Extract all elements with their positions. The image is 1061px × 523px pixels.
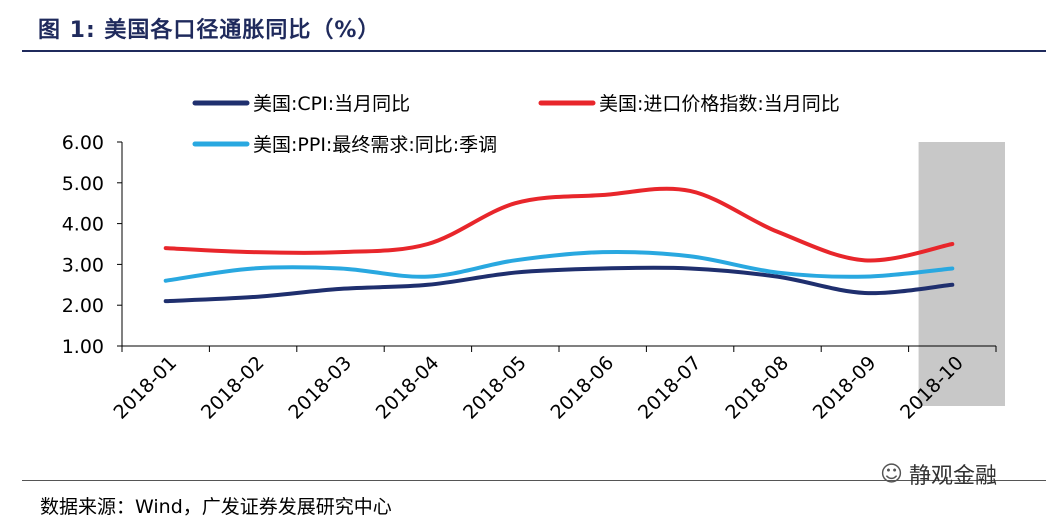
chart-title: 图 1: 美国各口径通胀同比（%） <box>38 18 381 43</box>
footer-divider <box>22 480 1046 481</box>
title-divider <box>22 50 1046 52</box>
legend-label-3: 美国:PPI:最终需求:同比:季调 <box>253 134 497 156</box>
series-line-2 <box>163 186 955 263</box>
y-tick-label: 3.00 <box>62 254 104 276</box>
y-tick-label: 2.00 <box>62 295 104 317</box>
x-tick-label: 2018-06 <box>547 352 619 424</box>
highlight-band <box>918 142 1005 406</box>
wechat-icon: ☺ <box>880 461 903 487</box>
series-line-3 <box>163 249 955 283</box>
x-tick-label: 2018-08 <box>721 352 793 424</box>
x-tick-label: 2018-05 <box>459 352 531 424</box>
series-line-1 <box>163 265 955 304</box>
legend-label-1: 美国:CPI:当月同比 <box>253 93 410 115</box>
y-tick-label: 6.00 <box>62 132 104 154</box>
source-note: 数据来源：Wind，广发证券发展研究中心 <box>40 496 392 518</box>
y-tick-label: 4.00 <box>62 214 104 236</box>
x-tick-label: 2018-04 <box>372 352 444 424</box>
y-tick-label: 1.00 <box>62 336 104 358</box>
watermark-text: 静观金融 <box>908 464 997 489</box>
legend-label-2: 美国:进口价格指数:当月同比 <box>599 93 840 115</box>
x-tick-label: 2018-01 <box>110 352 182 424</box>
y-tick-label: 5.00 <box>62 173 104 195</box>
x-tick-label: 2018-09 <box>809 352 881 424</box>
x-tick-label: 2018-03 <box>284 352 356 424</box>
watermark: ☺ 静观金融 <box>880 458 997 490</box>
x-tick-label: 2018-07 <box>634 352 706 424</box>
x-tick-label: 2018-02 <box>197 352 269 424</box>
